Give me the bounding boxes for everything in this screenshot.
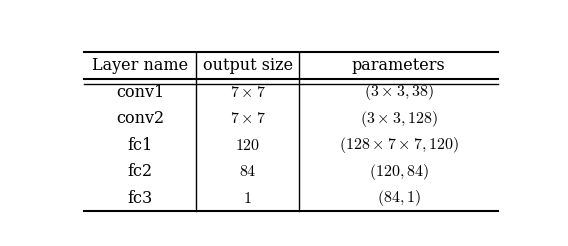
Text: $1$: $1$ [243, 190, 252, 207]
Text: $7 \times 7$: $7 \times 7$ [230, 84, 265, 101]
Text: $84$: $84$ [239, 163, 256, 180]
Text: $(120, 84)$: $(120, 84)$ [369, 162, 429, 182]
Text: fc2: fc2 [127, 163, 153, 180]
Text: fc3: fc3 [127, 190, 153, 207]
Text: $(3 \times 3, 38)$: $(3 \times 3, 38)$ [364, 82, 434, 102]
Text: $(128 \times 7 \times 7, 120)$: $(128 \times 7 \times 7, 120)$ [339, 135, 459, 155]
Text: $(3 \times 3, 128)$: $(3 \times 3, 128)$ [360, 108, 438, 129]
Text: conv2: conv2 [116, 110, 164, 127]
Text: $7 \times 7$: $7 \times 7$ [230, 110, 265, 127]
Text: fc1: fc1 [127, 137, 153, 154]
Text: $(84, 1)$: $(84, 1)$ [377, 188, 421, 208]
Text: output size: output size [203, 57, 293, 74]
Text: Layer name: Layer name [92, 57, 188, 74]
Text: conv1: conv1 [116, 84, 164, 101]
Text: $120$: $120$ [235, 137, 260, 154]
Text: parameters: parameters [352, 57, 445, 74]
